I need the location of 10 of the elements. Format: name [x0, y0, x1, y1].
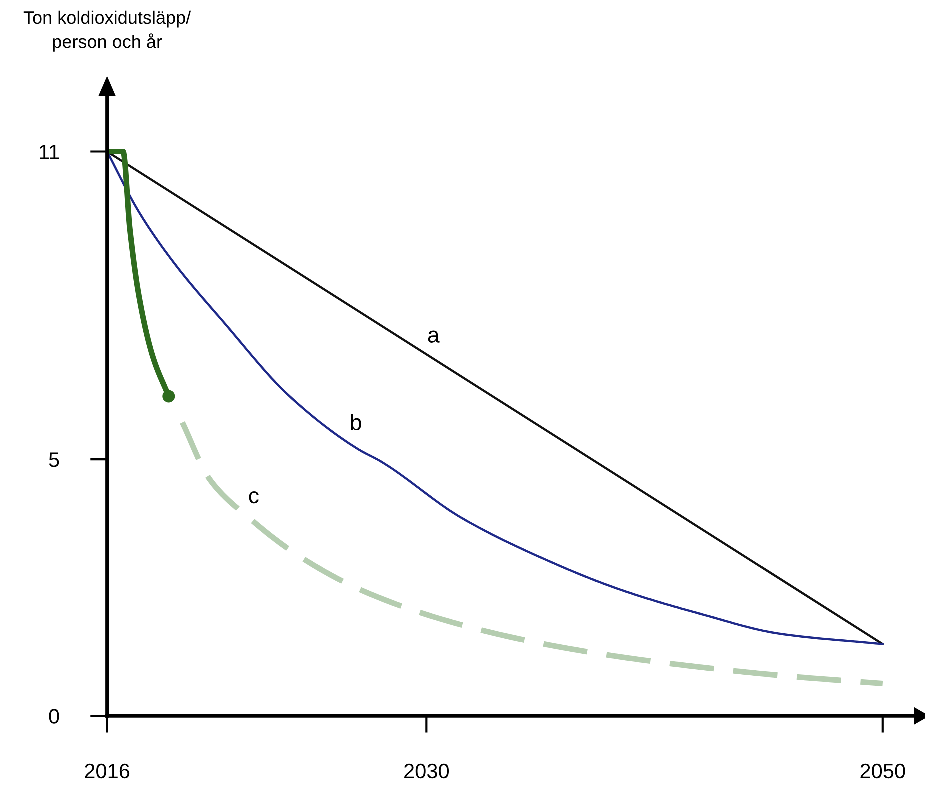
y-tick-label: 11 [40, 144, 60, 160]
series-label: c [249, 491, 259, 504]
y-tick-label: 0 [49, 709, 60, 724]
y-axis-title: Ton koldioxidutsläpp/ person och år [24, 10, 192, 52]
x-tick-label: 2016 [85, 764, 130, 779]
series-label: a [428, 330, 440, 343]
y-tick-label: 5 [49, 452, 60, 468]
x-tick-label: 2050 [860, 764, 906, 779]
series-label: b [351, 414, 362, 431]
x-tick-label: 2030 [404, 764, 450, 779]
